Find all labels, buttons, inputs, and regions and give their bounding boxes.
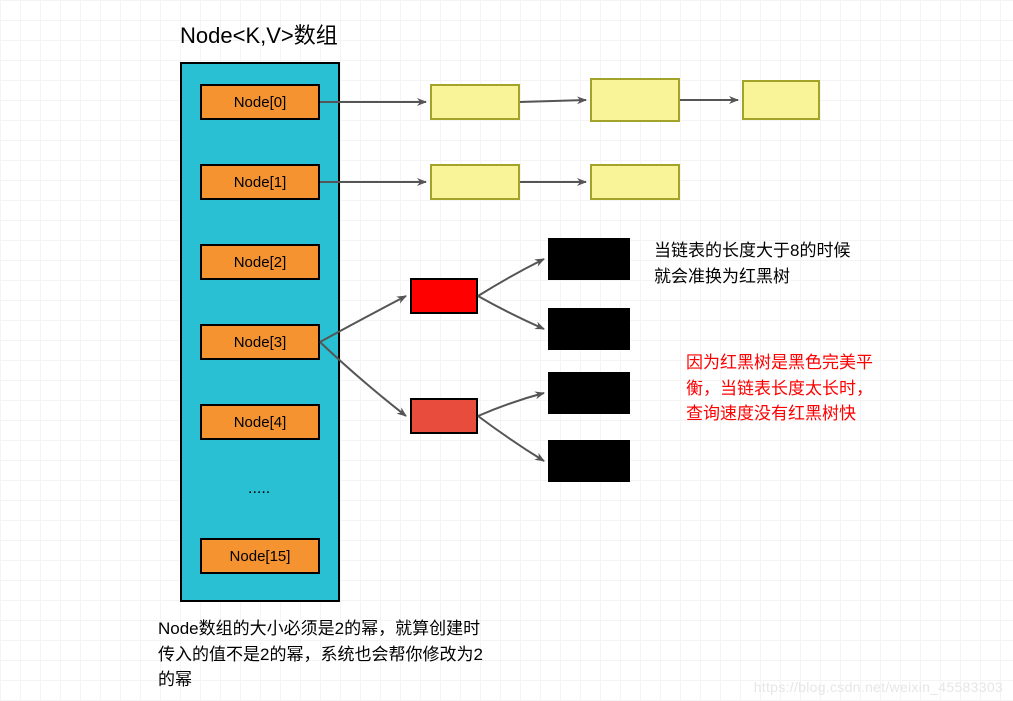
tree-root-1 xyxy=(410,278,478,314)
tree-root-2 xyxy=(410,398,478,434)
array-cell-2: Node[2] xyxy=(200,244,320,280)
tree-leaf-1b xyxy=(548,308,630,350)
list-node-r1-1 xyxy=(590,164,680,200)
annotation-threshold: 当链表的长度大于8的时候 就会准换为红黑树 xyxy=(654,238,850,289)
annotation-reason: 因为红黑树是黑色完美平 衡，当链表长度太长时， 查询速度没有红黑树快 xyxy=(686,350,873,427)
tree-leaf-2b xyxy=(548,440,630,482)
list-node-r0-0 xyxy=(430,84,520,120)
array-cell-label: Node[0] xyxy=(234,94,287,111)
list-node-r0-2 xyxy=(742,80,820,120)
array-cell-4: Node[4] xyxy=(200,404,320,440)
array-cell-1: Node[1] xyxy=(200,164,320,200)
array-cell-label: Node[1] xyxy=(234,174,287,191)
watermark-text: https://blog.csdn.net/weixin_45583303 xyxy=(754,679,1003,695)
annotation-capacity: Node数组的大小必须是2的幂，就算创建时 传入的值不是2的幂，系统也会帮你修改… xyxy=(158,616,483,693)
array-cell-15: Node[15] xyxy=(200,538,320,574)
tree-leaf-1a xyxy=(548,238,630,280)
array-cell-3: Node[3] xyxy=(200,324,320,360)
list-node-r1-0 xyxy=(430,164,520,200)
array-cell-label: Node[4] xyxy=(234,414,287,431)
array-cell-label: Node[2] xyxy=(234,254,287,271)
array-cell-label: Node[15] xyxy=(230,548,291,565)
diagram-title: Node<K,V>数组 xyxy=(180,18,338,50)
array-ellipsis: ..... xyxy=(248,480,270,498)
list-node-r0-1 xyxy=(590,78,680,122)
array-cell-0: Node[0] xyxy=(200,84,320,120)
tree-leaf-2a xyxy=(548,372,630,414)
array-cell-label: Node[3] xyxy=(234,334,287,351)
